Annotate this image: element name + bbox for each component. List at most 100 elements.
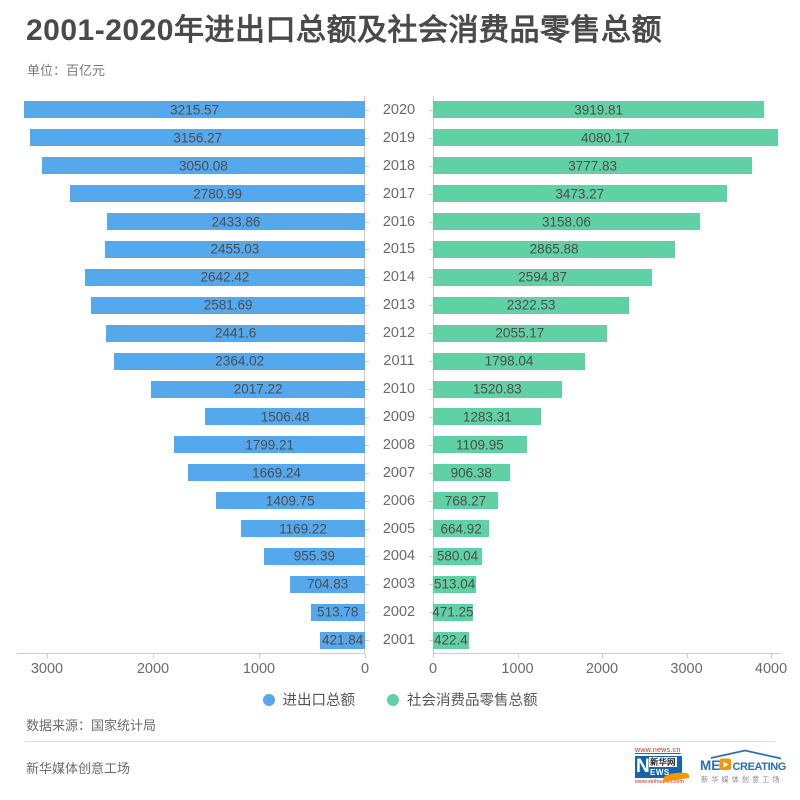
- legend-dot-icon: [262, 693, 275, 706]
- left-bar-cell: 704.83: [17, 570, 365, 598]
- axis-tick: [686, 654, 688, 658]
- left-bar-cell: 513.78: [17, 598, 365, 626]
- xinhuanet-n: N: [636, 756, 650, 777]
- import-export-bar: 2642.42: [84, 268, 365, 286]
- right-bar-cell: 906.38: [433, 459, 781, 487]
- xinhuanet-cn-text: 新华网: [649, 757, 677, 767]
- axis-tick-label: 0: [428, 661, 438, 677]
- right-bar-cell: 2594.87: [433, 263, 781, 291]
- legend-dot-icon: [387, 693, 399, 706]
- right-x-axis: 0 1000 2000 3000 4000: [429, 654, 787, 682]
- import-export-bar: 1669.24: [188, 464, 365, 482]
- chart-row: 2433.86 2016 3158.06: [17, 208, 781, 236]
- data-source-label: 数据来源：国家统计局: [26, 718, 157, 733]
- axis-tick: [365, 654, 366, 658]
- tornado-chart: 3215.57 2020 3919.81 3156.27 2019 4080.17 3050…: [17, 96, 787, 688]
- chart-row: 1506.48 2009 1283.31: [17, 403, 781, 431]
- retail-sales-bar: 1283.31: [433, 408, 542, 426]
- bar-value-label: 3215.57: [170, 102, 219, 118]
- year-label: 2010: [365, 375, 433, 403]
- legend-label: 社会消费品零售总额: [407, 693, 538, 709]
- year-label: 2015: [365, 236, 433, 264]
- bar-value-label: 3919.81: [574, 102, 624, 118]
- bar-value-label: 3777.83: [568, 158, 618, 174]
- chart-row: 2642.42 2014 2594.87: [17, 263, 781, 291]
- retail-sales-bar: 2322.53: [433, 296, 630, 314]
- bar-value-label: 1798.04: [484, 353, 534, 369]
- chart-row: 704.83 2003 513.04: [17, 570, 781, 598]
- left-bar-cell: 2642.42: [17, 263, 365, 291]
- bar-value-label: 2581.69: [203, 297, 253, 313]
- retail-sales-bar: 906.38: [433, 464, 510, 482]
- xinhuanet-logo: www.news.cn N 新华网 EWS www.xinhuanet.com: [635, 747, 691, 786]
- bar-value-label: 421.84: [321, 632, 364, 648]
- import-export-bar: 1799.21: [174, 436, 365, 454]
- axis-tick: [258, 654, 260, 658]
- chart-row: 1799.21 2008 1109.95: [17, 431, 781, 459]
- axis-tick: [152, 654, 154, 658]
- bar-value-label: 2322.53: [506, 297, 556, 313]
- chart-row: 1169.22 2005 664.92: [17, 515, 781, 543]
- bar-value-label: 1520.83: [472, 381, 522, 397]
- import-export-bar: 3050.08: [41, 157, 365, 175]
- chart-row: 3215.57 2020 3919.81: [17, 96, 781, 124]
- left-bar-cell: 3156.27: [17, 124, 365, 152]
- footer-divider: [25, 741, 775, 742]
- retail-sales-bar: 580.04: [433, 547, 483, 565]
- left-x-axis: 3000 2000 1000 0: [17, 654, 369, 682]
- medcreating-creating-text: CREATING: [733, 761, 786, 773]
- bar-value-label: 906.38: [450, 465, 492, 481]
- left-plot-area: [17, 96, 365, 654]
- import-export-bar: 1169.22: [241, 520, 365, 538]
- right-plot-area: [433, 96, 781, 654]
- axis-tick-label: 3000: [670, 661, 703, 677]
- year-label: 2007: [365, 459, 433, 487]
- retail-sales-bar: 2594.87: [433, 268, 653, 286]
- right-bar-cell: 471.25: [432, 598, 781, 626]
- retail-sales-bar: 513.04: [433, 575, 477, 593]
- bar-value-label: 2642.42: [200, 269, 250, 285]
- legend-item: 社会消费品零售总额: [387, 689, 538, 710]
- bar-value-label: 513.78: [317, 604, 359, 620]
- retail-sales-bar: 2865.88: [433, 240, 676, 258]
- xinhuanet-ews: EWS: [650, 768, 670, 777]
- axis-tick: [46, 654, 48, 658]
- right-bar-cell: 580.04: [433, 543, 781, 571]
- axis-tick-label: 1000: [501, 661, 534, 677]
- chart-row: 2780.99 2017 3473.27: [17, 180, 781, 208]
- chart-row: 3050.08 2018 3777.83: [17, 152, 781, 180]
- bar-value-label: 1283.31: [462, 409, 512, 425]
- bar-value-label: 664.92: [440, 521, 482, 537]
- right-bar-cell: 768.27: [433, 487, 781, 515]
- retail-sales-bar: 1109.95: [433, 436, 527, 454]
- year-label: 2013: [365, 291, 433, 319]
- right-bar-cell: 2055.17: [433, 319, 781, 347]
- axis-tick-label: 2000: [136, 661, 170, 677]
- right-bar-cell: 3158.06: [433, 208, 781, 236]
- import-export-bar: 704.83: [290, 575, 365, 593]
- import-export-bar: 2455.03: [104, 240, 365, 258]
- year-label: 2018: [365, 152, 433, 180]
- left-bar-cell: 3050.08: [17, 152, 365, 180]
- left-bar-cell: 1409.75: [17, 487, 365, 515]
- right-bar-cell: 1283.31: [433, 403, 781, 431]
- left-bar-cell: 955.39: [17, 543, 365, 571]
- retail-sales-bar: 471.25: [432, 603, 474, 621]
- axis-tick-label: 3000: [30, 661, 64, 677]
- left-bar-cell: 2441.6: [17, 319, 365, 347]
- import-export-bar: 955.39: [263, 547, 365, 565]
- right-bar-cell: 2865.88: [433, 236, 781, 264]
- year-label: 2006: [365, 487, 433, 515]
- bar-value-label: 1109.95: [455, 437, 504, 453]
- axis-tick: [771, 654, 773, 658]
- bar-value-label: 2441.6: [214, 325, 257, 341]
- left-bar-cell: 2364.02: [17, 347, 365, 375]
- import-export-bar: 2581.69: [91, 296, 365, 314]
- medcreating-me-text: ME: [700, 758, 720, 773]
- axis-tick: [517, 654, 519, 658]
- right-bar-cell: 3777.83: [433, 152, 781, 180]
- import-export-bar: 2017.22: [151, 380, 365, 398]
- bar-value-label: 704.83: [306, 576, 349, 592]
- left-bar-cell: 1669.24: [17, 459, 365, 487]
- bar-value-label: 3156.27: [173, 130, 223, 146]
